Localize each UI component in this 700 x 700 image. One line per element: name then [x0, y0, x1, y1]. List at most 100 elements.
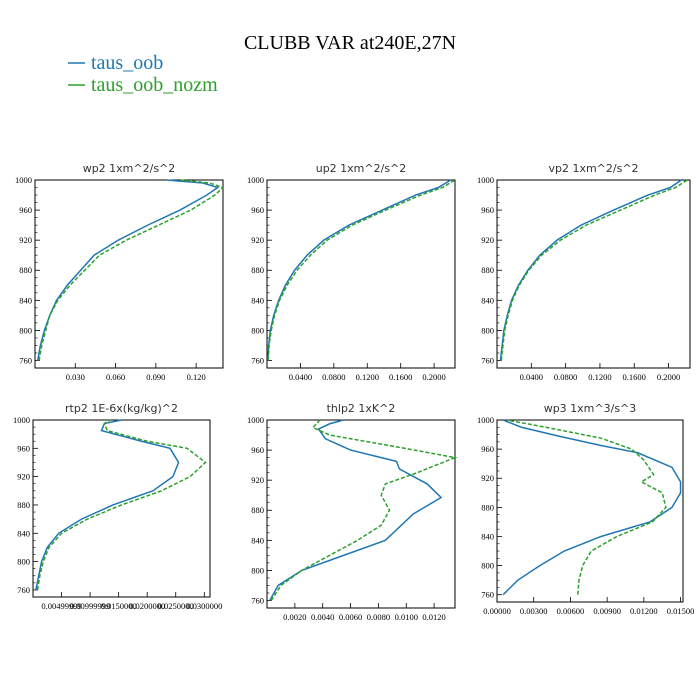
legend-label-taus-oob-nozm: taus_oob_nozm [91, 74, 218, 96]
y-tick-label: 960 [481, 205, 494, 215]
y-tick-label: 760 [251, 595, 264, 605]
y-tick-label: 960 [251, 205, 264, 215]
y-tick-label: 1000 [13, 415, 30, 425]
series-line-taus-oob [35, 419, 180, 591]
x-tick-label: 0.00000 [483, 606, 511, 616]
plot-frame [496, 179, 691, 369]
x-tick-label: 0.00499999 [41, 601, 81, 611]
series-line-taus-oob [502, 419, 682, 596]
panel-title: up2 1xm^2/s^2 [316, 162, 407, 175]
y-tick-label: 1000 [247, 415, 264, 425]
legend-label-taus-oob: taus_oob [91, 52, 163, 74]
panel-1: wp2 1xm^2/s^2 760 800 840 880 920 960 1000 0.030… [15, 162, 225, 382]
y-tick-label: 880 [481, 502, 494, 512]
panel-4: rtp2 1E-6x(kg/kg)^2 760 800 840 880 920 960 100… [13, 402, 222, 611]
y-tick-label: 800 [17, 557, 30, 567]
y-tick-label: 880 [251, 505, 264, 515]
legend: taus_oob taus_oob_nozm [68, 52, 218, 96]
series-line-taus-oob [499, 179, 682, 361]
y-tick-label: 840 [251, 295, 264, 305]
x-tick-label: 0.0250000 [158, 601, 194, 611]
y-tick-label: 880 [251, 265, 264, 275]
series-line-taus-oob-nozm [500, 179, 688, 361]
y-tick-label: 800 [481, 561, 494, 571]
y-tick-label: 960 [251, 445, 264, 455]
y-tick-label: 800 [251, 325, 264, 335]
plot-frame [32, 419, 211, 598]
figure-title: CLUBB VAR at240E,27N [244, 32, 456, 54]
x-tick-label: 0.090 [146, 372, 165, 382]
y-tick-label: 920 [17, 472, 30, 482]
y-tick-label: 920 [481, 473, 494, 483]
y-tick-label: 760 [251, 355, 264, 365]
panels-group: wp2 1xm^2/s^2 760 800 840 880 920 960 1000 0.030… [13, 162, 694, 622]
y-tick-label: 960 [17, 443, 30, 453]
x-tick-label: 0.0040 [311, 612, 334, 622]
series-line-taus-oob [267, 179, 452, 361]
y-tick-label: 760 [481, 355, 494, 365]
x-tick-label: 0.00300 [520, 606, 548, 616]
y-tick-label: 840 [251, 535, 264, 545]
x-tick-label: 0.0400 [289, 372, 312, 382]
x-tick-label: 0.0080 [367, 612, 390, 622]
panel-5: thlp2 1xK^2 760 800 840 880 920 960 1000 0.0020 0… [247, 402, 458, 622]
x-tick-label: 0.1600 [623, 372, 646, 382]
x-tick-label: 0.00999999 [70, 601, 110, 611]
x-tick-label: 0.1600 [389, 372, 412, 382]
y-tick-label: 840 [481, 295, 494, 305]
panel-title: wp2 1xm^2/s^2 [83, 162, 176, 175]
panel-title: wp3 1xm^3/s^3 [544, 402, 637, 415]
x-tick-label: 0.1200 [588, 372, 611, 382]
series-line-taus-oob-nozm [267, 179, 456, 361]
y-tick-label: 1000 [247, 175, 264, 185]
y-tick-label: 840 [481, 531, 494, 541]
x-tick-label: 0.0100 [395, 612, 418, 622]
y-tick-label: 880 [481, 265, 494, 275]
x-tick-label: 0.0800 [322, 372, 345, 382]
panel-title: vp2 1xm^2/s^2 [548, 162, 638, 175]
y-tick-label: 960 [481, 444, 494, 454]
x-tick-label: 0.0300000 [186, 601, 222, 611]
x-tick-label: 0.0200000 [129, 601, 165, 611]
x-tick-label: 0.060 [106, 372, 125, 382]
x-tick-label: 0.1200 [356, 372, 379, 382]
panel-title: rtp2 1E-6x(kg/kg)^2 [65, 402, 178, 415]
y-tick-label: 1000 [477, 175, 494, 185]
y-tick-label: 840 [19, 295, 32, 305]
y-tick-label: 1000 [15, 175, 32, 185]
plot-frame [34, 179, 224, 369]
plot-frame [266, 419, 456, 609]
panel-2: up2 1xm^2/s^2 760 800 840 880 920 960 1000 0.040… [247, 162, 456, 382]
y-tick-label: 920 [251, 235, 264, 245]
y-tick-label: 920 [19, 235, 32, 245]
x-tick-label: 0.01500 [667, 606, 695, 616]
x-tick-label: 0.00600 [557, 606, 585, 616]
series-line-taus-oob-nozm [38, 179, 225, 361]
y-tick-label: 880 [17, 500, 30, 510]
x-tick-label: 0.0800 [554, 372, 577, 382]
x-tick-label: 0.0020 [283, 612, 306, 622]
y-tick-label: 760 [481, 590, 494, 600]
panel-title: thlp2 1xK^2 [327, 402, 396, 415]
x-tick-label: 0.0150000 [101, 601, 137, 611]
x-tick-label: 0.01200 [630, 606, 658, 616]
y-tick-label: 800 [251, 565, 264, 575]
x-tick-label: 0.0400 [520, 372, 543, 382]
plot-frame [496, 419, 684, 603]
plot-frame [266, 179, 456, 369]
y-tick-label: 920 [251, 475, 264, 485]
y-tick-label: 800 [481, 325, 494, 335]
x-tick-label: 0.120 [187, 372, 206, 382]
series-line-taus-oob [269, 419, 443, 601]
y-tick-label: 840 [17, 528, 30, 538]
y-tick-label: 800 [19, 325, 32, 335]
y-tick-label: 960 [19, 205, 32, 215]
y-tick-label: 920 [481, 235, 494, 245]
y-tick-label: 880 [19, 265, 32, 275]
x-tick-label: 0.030 [66, 372, 85, 382]
x-tick-label: 0.00900 [593, 606, 621, 616]
x-tick-label: 0.2000 [422, 372, 445, 382]
y-tick-label: 760 [19, 355, 32, 365]
x-tick-label: 0.0060 [339, 612, 362, 622]
y-tick-label: 760 [17, 585, 30, 595]
